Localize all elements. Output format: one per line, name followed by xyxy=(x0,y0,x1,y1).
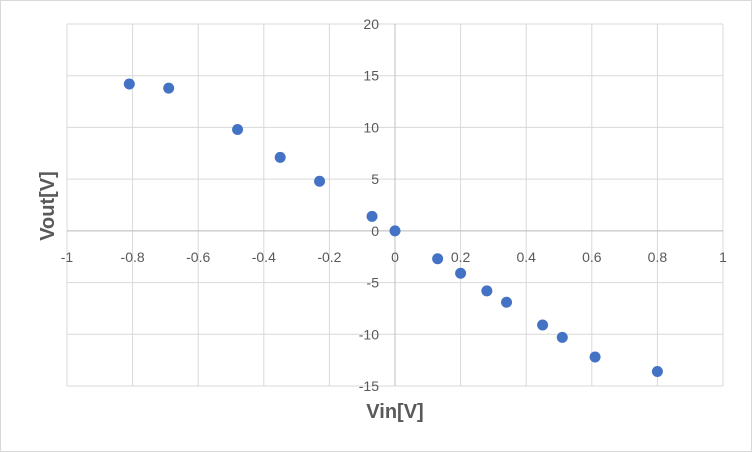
y-axis-title: Vout[V] xyxy=(37,171,59,241)
y-tick-label: -10 xyxy=(359,326,379,342)
data-point xyxy=(366,210,378,222)
data-point xyxy=(455,267,467,279)
y-tick-label: 10 xyxy=(363,119,379,135)
x-tick-labels: -1 -0.8 -0.6 -0.4 -0.2 0 0.2 0.4 0.6 0.8 1 xyxy=(61,249,727,265)
data-point xyxy=(651,366,663,378)
x-tick-label: -0.2 xyxy=(317,249,341,265)
x-tick-label: 0.8 xyxy=(648,249,668,265)
x-tick-label: -0.6 xyxy=(186,249,210,265)
data-point xyxy=(314,175,326,187)
x-tick-label: -0.8 xyxy=(121,249,145,265)
data-point xyxy=(556,331,568,343)
data-point xyxy=(481,285,493,297)
data-points xyxy=(123,78,663,378)
data-point xyxy=(501,296,513,308)
axes xyxy=(67,24,723,386)
data-point xyxy=(537,319,549,331)
x-tick-label: 0 xyxy=(391,249,399,265)
data-point xyxy=(163,82,175,94)
data-point xyxy=(123,78,135,90)
y-tick-label: 20 xyxy=(363,16,379,32)
x-axis-title: Vin[V] xyxy=(366,401,423,423)
data-point xyxy=(274,151,286,163)
x-tick-label: -1 xyxy=(61,249,74,265)
y-tick-labels: -15 -10 -5 0 5 10 15 20 xyxy=(359,16,379,394)
x-tick-label: -0.4 xyxy=(252,249,276,265)
y-tick-label: -15 xyxy=(359,378,379,394)
y-tick-label: -5 xyxy=(367,275,380,291)
x-tick-label: 0.4 xyxy=(516,249,536,265)
y-tick-label: 5 xyxy=(371,171,379,187)
x-tick-label: 1 xyxy=(719,249,727,265)
x-tick-label: 0.6 xyxy=(582,249,602,265)
data-point xyxy=(232,123,244,135)
data-point xyxy=(589,351,601,363)
data-point xyxy=(389,225,401,237)
data-point xyxy=(432,253,444,265)
y-tick-label: 0 xyxy=(371,223,379,239)
y-tick-label: 15 xyxy=(363,68,379,84)
x-tick-label: 0.2 xyxy=(451,249,471,265)
